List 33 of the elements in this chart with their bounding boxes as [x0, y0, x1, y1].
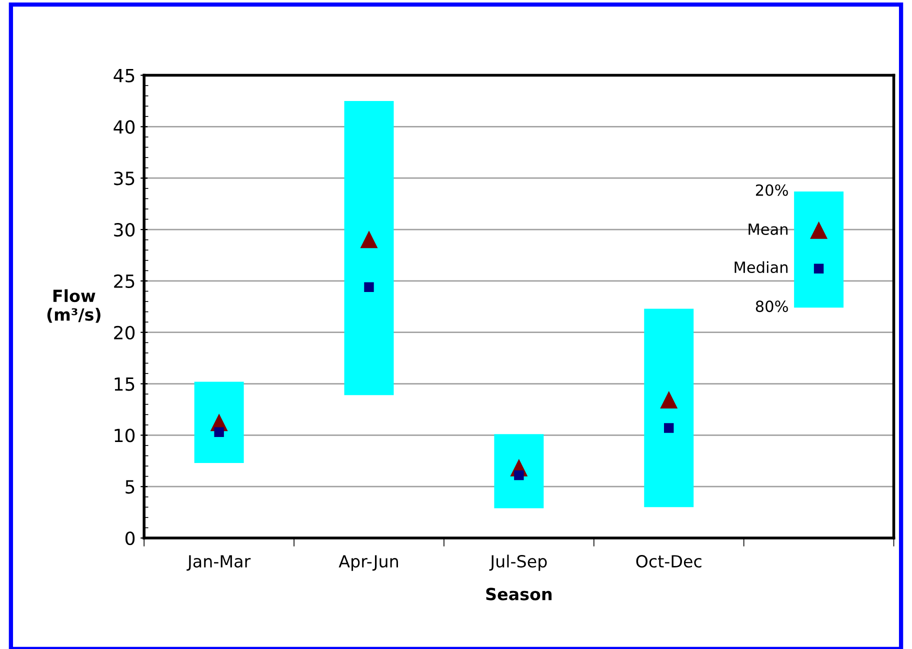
bar [644, 308, 694, 508]
series-label: Median [734, 261, 788, 274]
point [514, 470, 524, 480]
x-axis-title: Season [486, 588, 552, 600]
y-tick-label: 10 [114, 428, 135, 442]
x-tick-label: Apr-Jun [338, 555, 398, 571]
y-tick-label: 40 [114, 120, 135, 134]
bar [344, 100, 394, 396]
y-tick-label: 35 [114, 172, 134, 186]
bar [794, 191, 844, 308]
point [364, 282, 374, 292]
annotation: 20% [756, 184, 788, 196]
point [360, 231, 378, 248]
y-tick-label: 20 [114, 326, 135, 340]
x-tick-label: Jul-Sep [489, 554, 547, 571]
bar [194, 382, 244, 463]
x-tick-label: Jan-Mar [186, 555, 251, 571]
y-tick-label: 45 [114, 68, 134, 82]
annotation: 80% [756, 300, 788, 312]
point [664, 423, 674, 433]
x-tick-label: Oct-Dec [636, 554, 702, 568]
point [814, 264, 824, 274]
point [214, 427, 224, 437]
y-tick-label: 5 [126, 480, 134, 494]
series-label: Mean [748, 224, 788, 235]
point [810, 222, 828, 239]
bar [494, 434, 544, 508]
y-tick-label: 30 [114, 222, 135, 237]
y-axis-title: Flow (m³/s) [47, 289, 100, 323]
y-tick-label: 25 [114, 274, 134, 288]
y-tick-label: 15 [114, 377, 134, 391]
y-tick-label: 0 [125, 531, 135, 546]
point [660, 392, 678, 409]
